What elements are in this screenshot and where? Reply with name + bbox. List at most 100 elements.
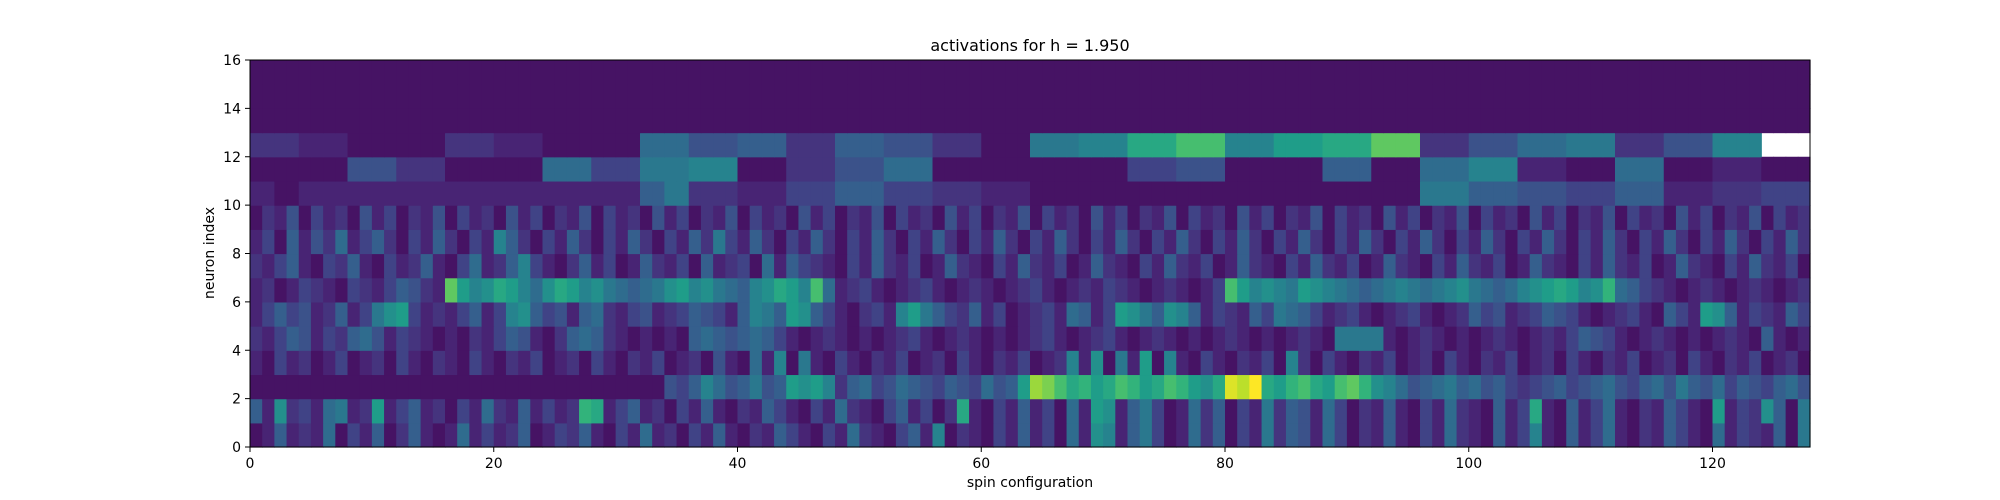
heatmap-cell	[1749, 326, 1762, 351]
heatmap-cell	[1420, 229, 1433, 255]
heatmap-cell	[1200, 229, 1214, 255]
heatmap-cell	[822, 156, 836, 182]
heatmap-cell	[579, 301, 592, 327]
heatmap-cell	[713, 253, 726, 279]
heatmap-cell	[1383, 326, 1397, 351]
heatmap-cell	[518, 156, 531, 182]
heatmap-cell	[335, 156, 349, 182]
heatmap-cell	[676, 374, 690, 400]
heatmap-cell	[1322, 60, 1336, 85]
heatmap-cell	[1639, 422, 1653, 448]
heatmap-cell	[1420, 132, 1433, 158]
heatmap-cell	[810, 60, 824, 85]
heatmap-cell	[481, 180, 495, 206]
heatmap-cell	[542, 180, 556, 206]
heatmap-cell	[1590, 108, 1604, 134]
heatmap-cell	[847, 132, 860, 158]
heatmap-cell	[1785, 398, 1799, 424]
heatmap-cell	[798, 180, 812, 206]
heatmap-cell	[250, 205, 263, 230]
heatmap-cell	[932, 180, 946, 206]
heatmap-cell	[347, 132, 361, 158]
heatmap-cell	[1480, 205, 1494, 230]
heatmap-cell	[1773, 374, 1787, 400]
heatmap-cell	[396, 156, 410, 182]
heatmap-cell	[469, 422, 483, 448]
heatmap-cell	[1261, 350, 1275, 376]
heatmap-cell	[871, 180, 885, 206]
heatmap-cell	[1456, 253, 1470, 279]
heatmap-cell	[1627, 253, 1640, 279]
heatmap-cell	[1054, 374, 1068, 400]
heatmap-cell	[518, 180, 531, 206]
heatmap-cell	[262, 398, 275, 424]
heatmap-cell	[1700, 60, 1714, 85]
heatmap-cell	[871, 374, 885, 400]
heatmap-cell	[1090, 132, 1104, 158]
heatmap-cell	[920, 422, 934, 448]
y-axis-label: neuron index	[202, 207, 218, 299]
heatmap-cell	[1212, 350, 1226, 376]
heatmap-cell	[1432, 422, 1445, 448]
heatmap-cell	[481, 326, 495, 351]
heatmap-cell	[1005, 350, 1019, 376]
heatmap-cell	[1590, 205, 1604, 230]
heatmap-cell	[1456, 108, 1470, 134]
heatmap-cell	[895, 301, 909, 327]
heatmap-cell	[1005, 326, 1019, 351]
heatmap-cell	[286, 205, 300, 230]
heatmap-cell	[627, 422, 641, 448]
heatmap-cell	[1541, 398, 1555, 424]
heatmap-cell	[566, 253, 580, 279]
heatmap-cell	[469, 229, 483, 255]
heatmap-cell	[1688, 398, 1701, 424]
heatmap-cell	[1273, 277, 1287, 303]
heatmap-cell	[1383, 229, 1397, 255]
heatmap-cell	[932, 60, 946, 85]
heatmap-cell	[1115, 277, 1129, 303]
heatmap-cell	[1554, 229, 1567, 255]
heatmap-cell	[798, 253, 812, 279]
heatmap-cell	[530, 326, 544, 351]
chart-title: activations for h = 1.950	[930, 36, 1129, 55]
heatmap-cell	[1627, 60, 1640, 85]
heatmap-cell	[798, 108, 812, 134]
heatmap-cell	[1773, 301, 1787, 327]
heatmap-cell	[993, 301, 1007, 327]
heatmap-cell	[250, 60, 263, 85]
heatmap-cell	[335, 301, 349, 327]
heatmap-cell	[1395, 180, 1409, 206]
heatmap-cell	[566, 374, 580, 400]
heatmap-cell	[1578, 398, 1592, 424]
heatmap-cell	[359, 253, 373, 279]
heatmap-cell	[1310, 374, 1324, 400]
heatmap-cell	[335, 350, 349, 376]
heatmap-cell	[505, 180, 519, 206]
heatmap-cell	[725, 229, 739, 255]
heatmap-cell	[384, 108, 397, 134]
heatmap-cell	[1285, 84, 1299, 109]
heatmap-cell	[530, 398, 544, 424]
heatmap-cell	[262, 374, 275, 400]
heatmap-cell	[822, 398, 836, 424]
heatmap-cell	[700, 253, 714, 279]
heatmap-cell	[871, 60, 885, 85]
heatmap-cell	[786, 277, 800, 303]
heatmap-cell	[554, 180, 568, 206]
heatmap-cell	[493, 253, 507, 279]
heatmap-cell	[1712, 253, 1726, 279]
heatmap-cell	[1078, 205, 1092, 230]
heatmap-cell	[676, 398, 690, 424]
heatmap-cell	[1627, 398, 1640, 424]
heatmap-cell	[1700, 132, 1714, 158]
heatmap-cell	[1785, 374, 1799, 400]
heatmap-cell	[713, 277, 726, 303]
heatmap-cell	[993, 156, 1007, 182]
heatmap-cell	[250, 132, 263, 158]
heatmap-cell	[1078, 350, 1092, 376]
heatmap-cell	[1627, 132, 1640, 158]
heatmap-cell	[396, 301, 410, 327]
heatmap-cell	[774, 253, 787, 279]
heatmap-cell	[920, 229, 934, 255]
heatmap-cell	[469, 108, 483, 134]
